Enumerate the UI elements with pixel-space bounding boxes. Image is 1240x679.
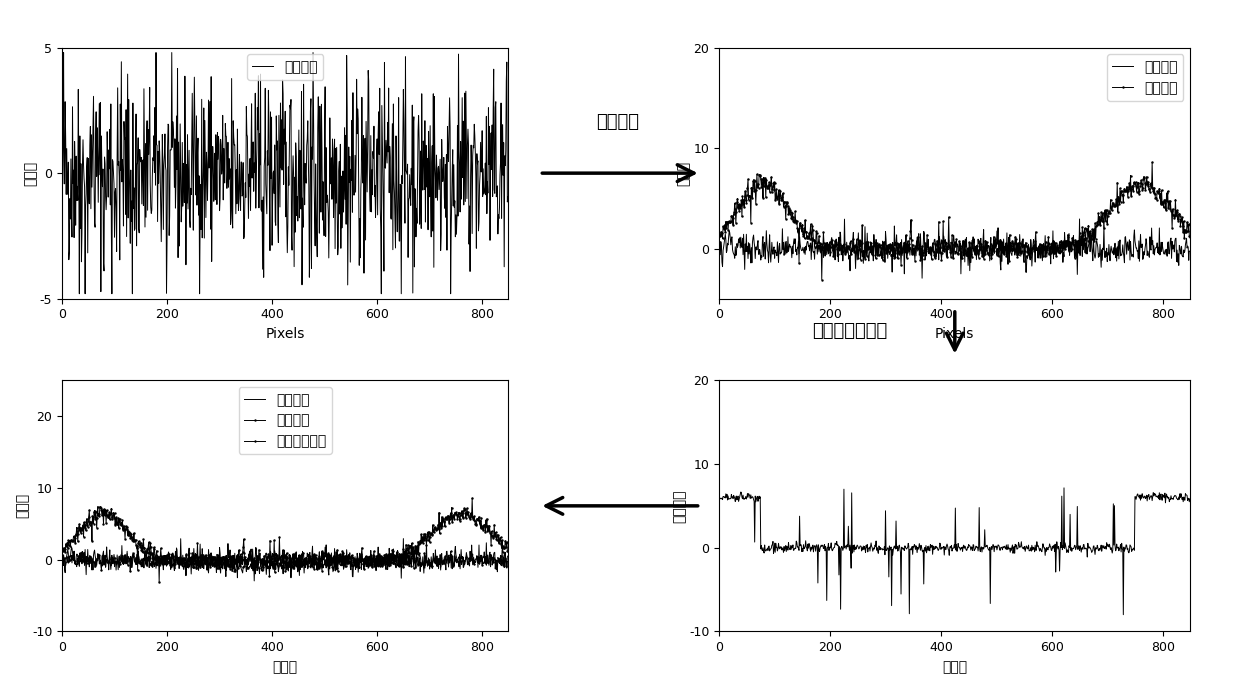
Legend: 缠绕曲线, 解缠曲线: 缠绕曲线, 解缠曲线	[1107, 54, 1183, 100]
Y-axis label: 相位値: 相位値	[24, 160, 37, 186]
Legend: 缠绕曲线, 解缠曲线, 纠正后的曲线: 缠绕曲线, 解缠曲线, 纠正后的曲线	[238, 387, 332, 454]
Y-axis label: 相位値: 相位値	[15, 493, 29, 519]
X-axis label: Pixels: Pixels	[265, 327, 305, 341]
Text: 两条曲线的差値: 两条曲线的差値	[812, 322, 887, 340]
X-axis label: Pixels: Pixels	[935, 327, 975, 341]
Y-axis label: 相位値差: 相位値差	[672, 489, 686, 523]
X-axis label: 像素点: 像素点	[273, 660, 298, 674]
X-axis label: 像素点: 像素点	[942, 660, 967, 674]
Text: 解缠过程: 解缠过程	[596, 113, 639, 131]
Y-axis label: 相位値: 相位値	[677, 160, 691, 186]
Legend: 缠绕曲线: 缠绕曲线	[247, 54, 324, 79]
